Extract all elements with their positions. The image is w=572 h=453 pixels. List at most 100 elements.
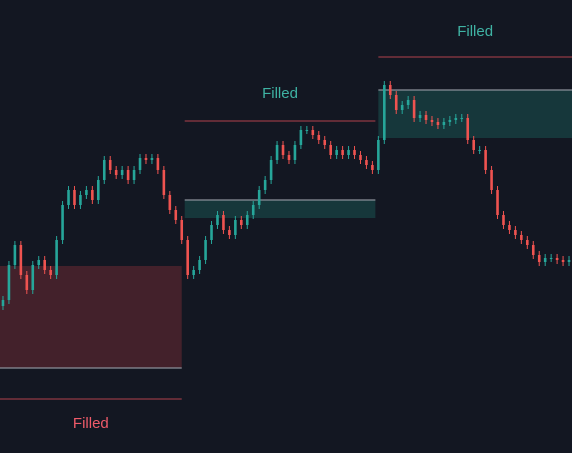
- candle: [424, 111, 428, 124]
- candle: [436, 118, 440, 129]
- candle-body: [67, 190, 70, 205]
- candle: [484, 146, 487, 174]
- candle-body: [216, 215, 219, 225]
- candle: [287, 151, 291, 164]
- candle-body: [406, 100, 410, 105]
- candle: [448, 116, 452, 126]
- candle: [377, 136, 380, 174]
- candle-body: [43, 260, 46, 270]
- candle: [359, 151, 362, 164]
- candle-body: [97, 180, 100, 200]
- candle-body: [186, 240, 189, 275]
- candle-body: [478, 150, 481, 151]
- candle-body: [508, 225, 511, 230]
- candle: [204, 236, 207, 264]
- candle-body: [341, 150, 344, 155]
- candle: [365, 156, 368, 169]
- candle: [234, 216, 237, 239]
- candle: [192, 266, 195, 279]
- candle-body: [484, 150, 487, 170]
- candle: [222, 211, 225, 234]
- candle-body: [335, 150, 338, 155]
- candle: [49, 266, 52, 279]
- candle-body: [73, 190, 76, 205]
- candle: [418, 111, 422, 122]
- candle-body: [222, 215, 225, 230]
- zone-label: Filled: [73, 415, 109, 432]
- candle-body: [567, 260, 571, 262]
- candle-body: [91, 190, 94, 200]
- candle: [257, 186, 261, 209]
- candle-body: [174, 210, 178, 220]
- candle: [180, 216, 184, 244]
- candle-body: [85, 190, 88, 195]
- candle: [85, 186, 88, 199]
- candle-body: [79, 195, 82, 205]
- candle-body: [537, 255, 541, 262]
- candle-body: [49, 270, 52, 275]
- candle: [323, 136, 327, 149]
- candle-body: [442, 122, 446, 125]
- candle: [549, 254, 553, 262]
- candle-body: [543, 258, 547, 262]
- candle: [520, 231, 523, 244]
- candle-body: [323, 140, 327, 145]
- candle: [275, 141, 279, 164]
- candle-body: [561, 260, 565, 262]
- candle-body: [448, 120, 452, 122]
- candle: [531, 241, 535, 259]
- candle-body: [388, 85, 392, 95]
- candle: [281, 141, 285, 159]
- candle: [67, 186, 70, 209]
- candle: [496, 186, 499, 219]
- candle-body: [293, 145, 297, 160]
- candle-body: [430, 120, 434, 122]
- candle: [97, 176, 100, 204]
- candle-body: [13, 245, 17, 265]
- candle: [13, 241, 17, 269]
- candle-body: [1, 300, 5, 306]
- candle: [514, 226, 517, 239]
- candle-body: [37, 260, 41, 265]
- candle: [19, 241, 23, 279]
- candle: [150, 154, 154, 164]
- candle: [108, 156, 112, 174]
- candle: [61, 201, 64, 244]
- candle: [347, 146, 350, 159]
- candle-body: [555, 258, 559, 260]
- candle-body: [204, 240, 207, 260]
- candle-body: [466, 118, 470, 140]
- candle: [138, 154, 142, 174]
- candle-body: [490, 170, 493, 190]
- candle-body: [7, 265, 11, 300]
- candle: [228, 226, 231, 239]
- candle-body: [275, 145, 279, 160]
- candle-body: [371, 165, 374, 170]
- candle-body: [263, 180, 267, 190]
- candle-body: [424, 115, 428, 120]
- candle-body: [549, 258, 553, 259]
- candle-body: [240, 220, 243, 225]
- candle: [216, 211, 219, 229]
- candle: [7, 261, 11, 304]
- candle: [555, 254, 559, 264]
- candle: [245, 211, 249, 229]
- candle-body: [192, 270, 195, 275]
- candle: [329, 141, 332, 159]
- candle-body: [317, 135, 321, 140]
- candle: [162, 166, 166, 199]
- candle: [168, 191, 172, 214]
- candle: [174, 206, 178, 224]
- candle-body: [329, 145, 332, 155]
- candle: [561, 256, 565, 266]
- candle-body: [251, 205, 255, 215]
- candle-body: [55, 240, 58, 275]
- candle: [412, 96, 416, 122]
- candle: [466, 114, 470, 144]
- candle-body: [61, 205, 64, 240]
- candle-body: [25, 275, 29, 290]
- candle-body: [496, 190, 499, 215]
- candle: [305, 126, 309, 134]
- candle: [73, 186, 76, 209]
